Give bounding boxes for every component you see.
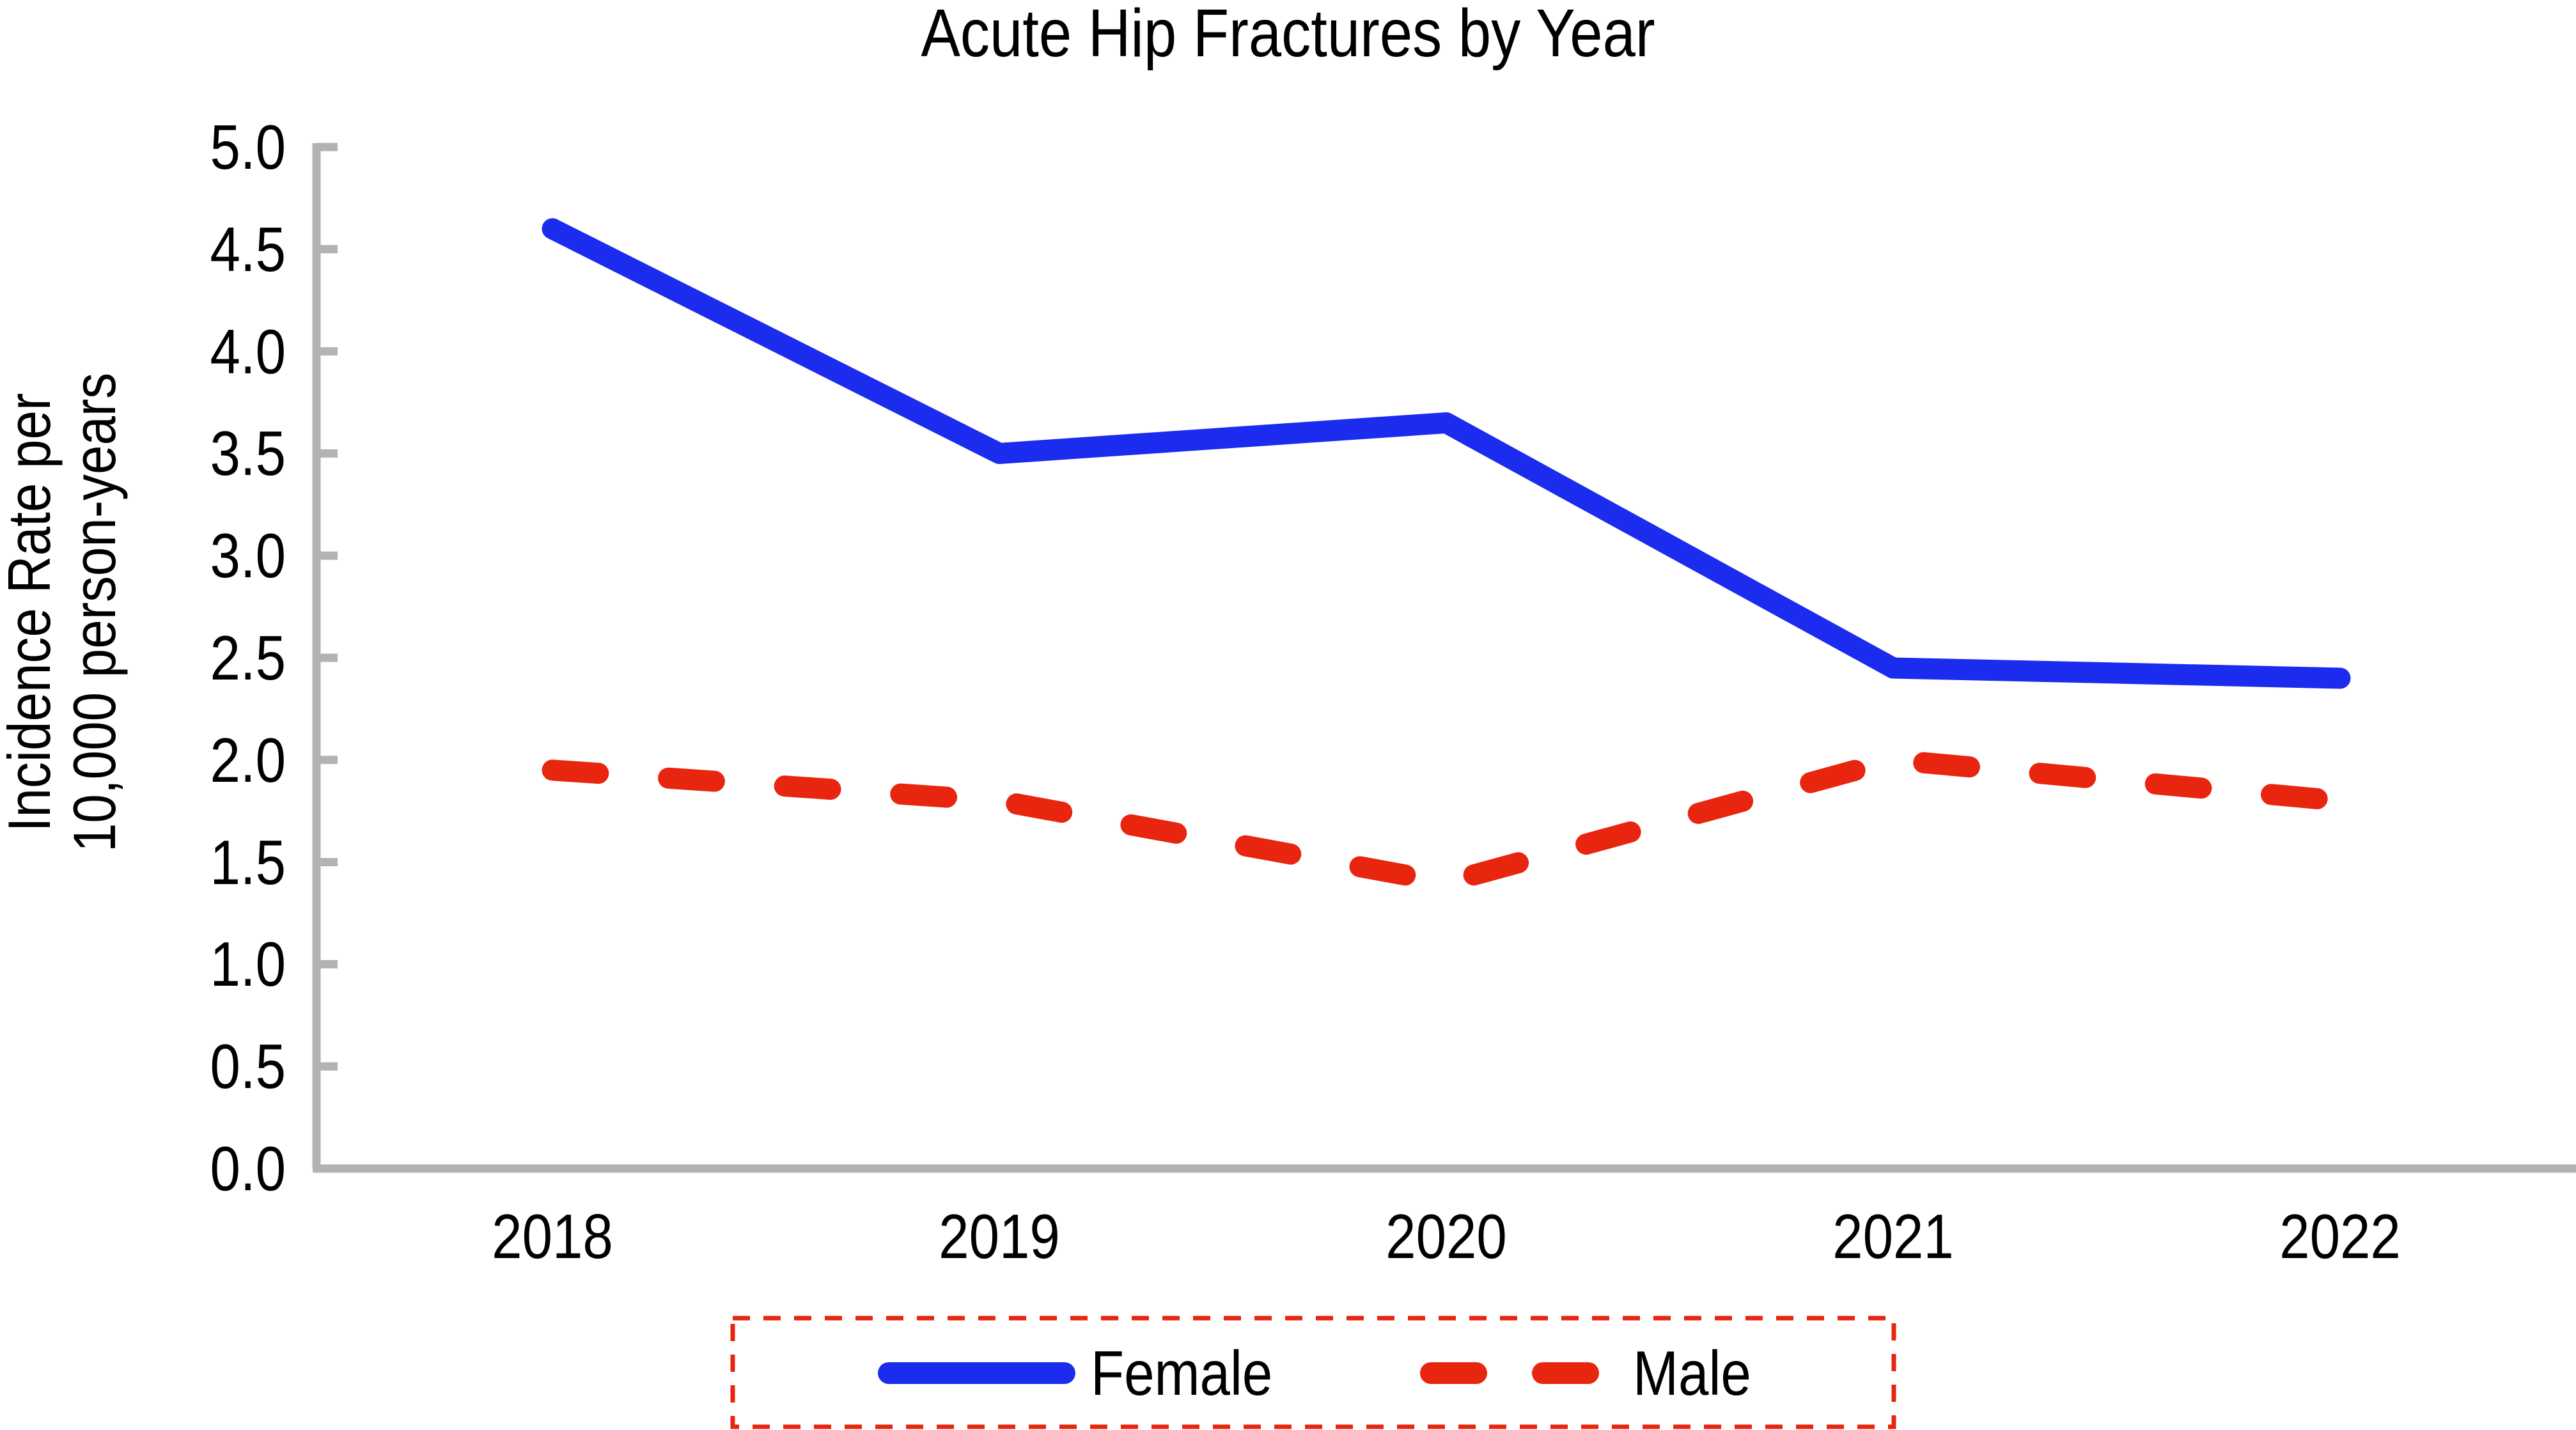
legend-label-male: Male <box>1633 1338 1751 1408</box>
x-tick-label: 2020 <box>1386 1201 1507 1271</box>
y-tick-label: 0.5 <box>210 1031 286 1102</box>
legend-border <box>730 1316 1896 1429</box>
x-tick-label: 2021 <box>1832 1201 1954 1271</box>
y-tick-label: 1.5 <box>210 827 286 898</box>
x-tick-label: 2022 <box>2279 1201 2401 1271</box>
y-tick-label: 3.5 <box>210 418 286 489</box>
y-tick-label: 2.0 <box>210 724 286 795</box>
legend-male-dash-swatch <box>1420 1362 1487 1384</box>
legend-male-dash-swatch <box>1532 1362 1599 1384</box>
legend-female-line-swatch <box>878 1362 1075 1384</box>
legend: Female Male <box>733 1318 1894 1427</box>
legend-label-female: Female <box>1091 1338 1273 1408</box>
y-tick-label: 0.0 <box>210 1133 286 1204</box>
chart-title: Acute Hip Fractures by Year <box>921 0 1655 71</box>
y-tick-label: 4.5 <box>210 214 286 284</box>
y-tick-label: 5.0 <box>210 112 286 182</box>
x-tick-label: 2018 <box>492 1201 613 1271</box>
y-tick-label: 4.0 <box>210 316 286 387</box>
y-tick-label: 2.5 <box>210 623 286 693</box>
y-tick-label: 1.0 <box>210 929 286 1000</box>
y-tick-label: 3.0 <box>210 520 286 591</box>
series-line-male <box>542 749 2351 894</box>
x-tick-label: 2019 <box>939 1201 1060 1271</box>
series-line-female <box>542 218 2351 689</box>
